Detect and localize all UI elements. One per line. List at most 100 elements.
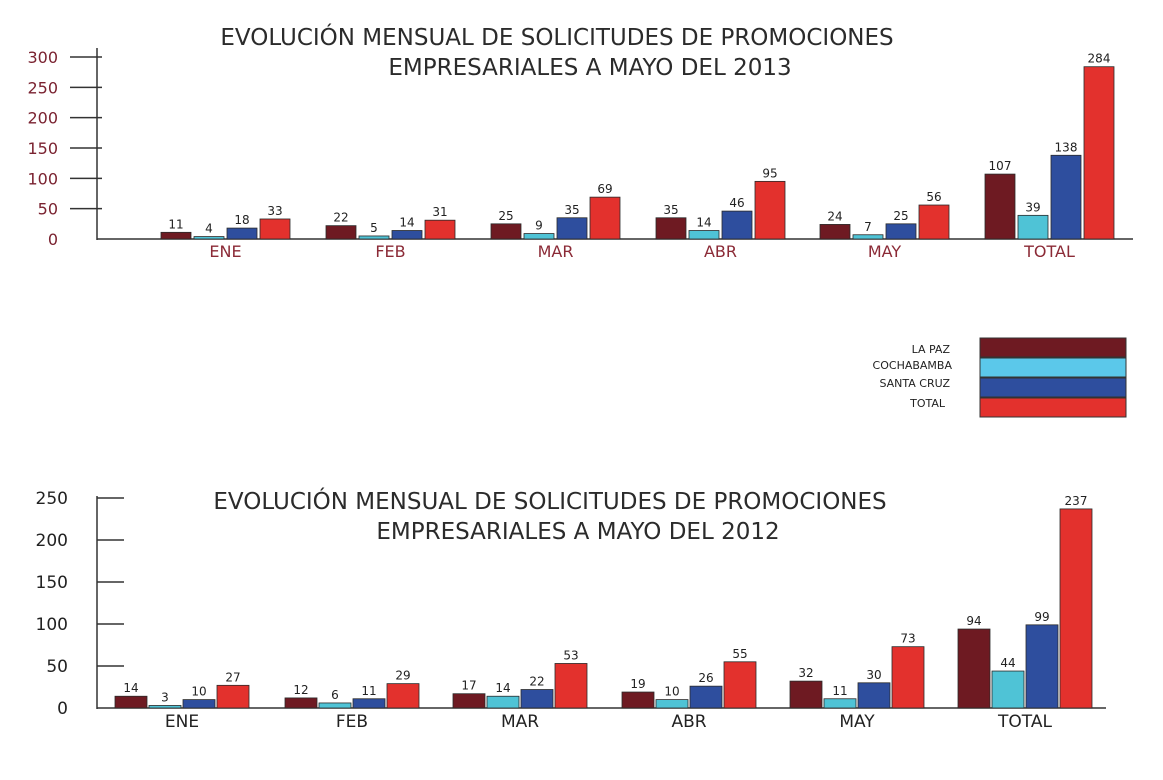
chart-2013-bar-cochabamba bbox=[688, 230, 720, 240]
chart-2013-value-label: 39 bbox=[1025, 200, 1040, 214]
chart-2012-category-label: ABR bbox=[671, 712, 706, 732]
chart-2012-bar-total bbox=[1059, 508, 1093, 709]
chart-2013-value-label: 25 bbox=[893, 209, 908, 223]
chart-2013-bar-santa-cruz bbox=[721, 210, 753, 240]
chart-2013-bar-total bbox=[259, 218, 291, 240]
chart-2012-value-label: 27 bbox=[225, 670, 240, 684]
chart-2012-bar-santa-cruz bbox=[352, 698, 386, 709]
chart-2013-category-label: TOTAL bbox=[1023, 242, 1075, 261]
chart-2012-value-label: 3 bbox=[161, 690, 169, 704]
chart-2013: EVOLUCIÓN MENSUAL DE SOLICITUDES DE PROM… bbox=[27, 23, 1133, 261]
chart-2013-ytick-label: 300 bbox=[27, 48, 58, 67]
chart-2012-value-label: 11 bbox=[361, 684, 376, 698]
chart-2013-value-label: 14 bbox=[696, 216, 711, 230]
chart-2013-value-label: 14 bbox=[399, 216, 414, 230]
chart-2013-value-label: 69 bbox=[597, 182, 612, 196]
chart-2012-value-label: 73 bbox=[900, 632, 915, 646]
chart-2012-value-label: 30 bbox=[866, 668, 881, 682]
chart-2013-title-line2: EMPRESARIALES A MAYO DEL 2013 bbox=[388, 55, 791, 81]
legend-label-la-paz: LA PAZ bbox=[912, 343, 951, 356]
chart-2012-ytick-label: 50 bbox=[46, 657, 68, 677]
chart-2013-bar-total bbox=[589, 196, 621, 240]
chart-2013-value-label: 4 bbox=[205, 222, 213, 236]
chart-2012-value-label: 26 bbox=[698, 671, 713, 685]
chart-2012: EVOLUCIÓN MENSUAL DE SOLICITUDES DE PROM… bbox=[36, 487, 1106, 732]
chart-2013-bar-total bbox=[754, 180, 786, 240]
chart-2012-value-label: 29 bbox=[395, 669, 410, 683]
chart-2013-category-label: MAY bbox=[868, 242, 902, 261]
chart-2013-ytick-label: 200 bbox=[27, 109, 58, 128]
chart-2013-value-label: 46 bbox=[729, 196, 744, 210]
chart-2012-value-label: 17 bbox=[461, 679, 476, 693]
chart-2013-bar-santa-cruz bbox=[226, 227, 258, 240]
chart-2012-value-label: 11 bbox=[832, 684, 847, 698]
chart-2012-value-label: 237 bbox=[1065, 494, 1088, 508]
chart-2013-ytick-label: 100 bbox=[27, 169, 58, 188]
chart-2012-bar-la-paz bbox=[284, 697, 318, 709]
chart-2012-bar-cochabamba bbox=[655, 699, 689, 709]
chart-2012-value-label: 53 bbox=[563, 648, 578, 662]
chart-2012-ytick-label: 250 bbox=[36, 489, 68, 509]
chart-2013-bar-cochabamba bbox=[358, 235, 390, 240]
chart-2013-bar-total bbox=[1083, 66, 1115, 240]
chart-2012-bar-santa-cruz bbox=[1025, 624, 1059, 709]
legend-swatch-cochabamba bbox=[979, 357, 1127, 378]
chart-2013-value-label: 33 bbox=[267, 204, 282, 218]
chart-2013-value-label: 24 bbox=[827, 209, 842, 223]
chart-2013-bar-cochabamba bbox=[523, 233, 555, 240]
chart-2012-value-label: 12 bbox=[293, 683, 308, 697]
chart-2013-value-label: 56 bbox=[926, 190, 941, 204]
chart-2013-value-label: 7 bbox=[864, 220, 872, 234]
chart-2013-value-label: 25 bbox=[498, 209, 513, 223]
chart-2013-ytick-label: 0 bbox=[48, 230, 58, 249]
chart-2012-bar-cochabamba bbox=[486, 695, 520, 709]
chart-2013-bar-la-paz bbox=[984, 173, 1016, 240]
legend-swatch-total bbox=[979, 397, 1127, 418]
chart-2013-ytick-label: 250 bbox=[27, 78, 58, 97]
chart-2013-bar-santa-cruz bbox=[391, 230, 423, 240]
chart-2013-bar-la-paz bbox=[490, 223, 522, 240]
chart-2012-value-label: 14 bbox=[495, 681, 510, 695]
chart-2013-value-label: 35 bbox=[663, 203, 678, 217]
chart-2012-bar-total bbox=[891, 646, 925, 709]
chart-2013-bar-cochabamba bbox=[852, 234, 884, 240]
chart-2013-bar-total bbox=[424, 219, 456, 240]
chart-2013-ytick-label: 150 bbox=[27, 139, 58, 158]
chart-2012-value-label: 10 bbox=[191, 685, 206, 699]
chart-2013-value-label: 9 bbox=[535, 219, 543, 233]
chart-2013-value-label: 5 bbox=[370, 221, 378, 235]
chart-2012-bar-la-paz bbox=[789, 680, 823, 709]
chart-2012-value-label: 99 bbox=[1034, 610, 1049, 624]
chart-2013-bar-total bbox=[918, 204, 950, 240]
chart-2013-bar-cochabamba bbox=[193, 236, 225, 240]
chart-2013-ytick-label: 50 bbox=[38, 200, 58, 219]
chart-2012-bar-santa-cruz bbox=[857, 682, 891, 709]
chart-2013-value-label: 18 bbox=[234, 213, 249, 227]
chart-2012-value-label: 10 bbox=[664, 685, 679, 699]
chart-2013-category-label: MAR bbox=[538, 242, 574, 261]
chart-2012-category-label: FEB bbox=[336, 712, 368, 732]
chart-2012-bar-la-paz bbox=[114, 695, 148, 709]
chart-2013-bar-la-paz bbox=[160, 231, 192, 240]
chart-2012-value-label: 22 bbox=[529, 675, 544, 689]
chart-2012-bar-santa-cruz bbox=[689, 685, 723, 709]
chart-2013-category-label: ABR bbox=[704, 242, 737, 261]
chart-2012-bar-cochabamba bbox=[823, 698, 857, 709]
chart-2013-value-label: 22 bbox=[333, 211, 348, 225]
legend-label-total: TOTAL bbox=[909, 397, 946, 410]
chart-2012-value-label: 32 bbox=[798, 666, 813, 680]
chart-2012-bar-cochabamba bbox=[148, 705, 182, 709]
chart-2012-value-label: 94 bbox=[966, 614, 981, 628]
chart-2013-title-line1: EVOLUCIÓN MENSUAL DE SOLICITUDES DE PROM… bbox=[220, 23, 893, 51]
chart-2013-bar-la-paz bbox=[655, 217, 687, 240]
chart-2012-ytick-label: 100 bbox=[36, 615, 68, 635]
chart-2012-bar-santa-cruz bbox=[520, 689, 554, 709]
chart-2012-bar-total bbox=[216, 684, 250, 709]
chart-2013-value-label: 107 bbox=[989, 159, 1012, 173]
chart-2013-value-label: 11 bbox=[168, 217, 183, 231]
chart-2013-bar-santa-cruz bbox=[885, 223, 917, 240]
chart-2012-category-label: ENE bbox=[165, 712, 199, 732]
chart-2012-bar-cochabamba bbox=[991, 670, 1025, 709]
chart-2012-value-label: 6 bbox=[331, 688, 339, 702]
chart-2012-bar-la-paz bbox=[957, 628, 991, 709]
